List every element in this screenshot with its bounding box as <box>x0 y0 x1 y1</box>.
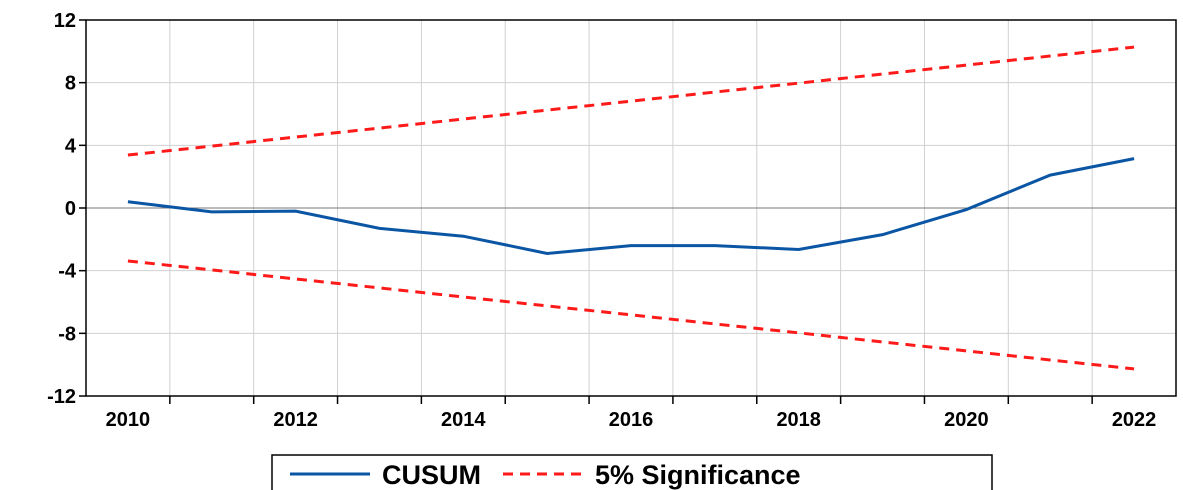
y-tick-label: 12 <box>54 10 76 32</box>
x-tick-label: 2010 <box>106 409 151 431</box>
x-tick-label: 2012 <box>273 409 318 431</box>
y-tick-label: 4 <box>65 135 77 157</box>
legend-box <box>271 454 993 490</box>
y-tick-label: -12 <box>47 386 76 408</box>
legend-label: CUSUM <box>382 460 481 490</box>
series-line <box>127 259 1135 371</box>
x-tick-label: 2018 <box>776 409 821 431</box>
x-tick-label: 2022 <box>1112 409 1157 431</box>
series-line <box>127 157 1135 255</box>
plot-frame <box>85 19 1177 397</box>
series-line <box>127 45 1135 157</box>
y-tick-label: -4 <box>58 261 77 283</box>
x-tick-label: 2014 <box>441 409 486 431</box>
y-tick-label: 8 <box>65 73 76 95</box>
legend-label: 5% Significance <box>595 460 801 490</box>
y-tick-label: -8 <box>58 323 76 345</box>
y-tick-label: 0 <box>65 198 76 220</box>
legend: CUSUM 5% Significance <box>271 454 993 490</box>
x-tick-label: 2020 <box>944 409 989 431</box>
x-tick-label: 2016 <box>609 409 654 431</box>
